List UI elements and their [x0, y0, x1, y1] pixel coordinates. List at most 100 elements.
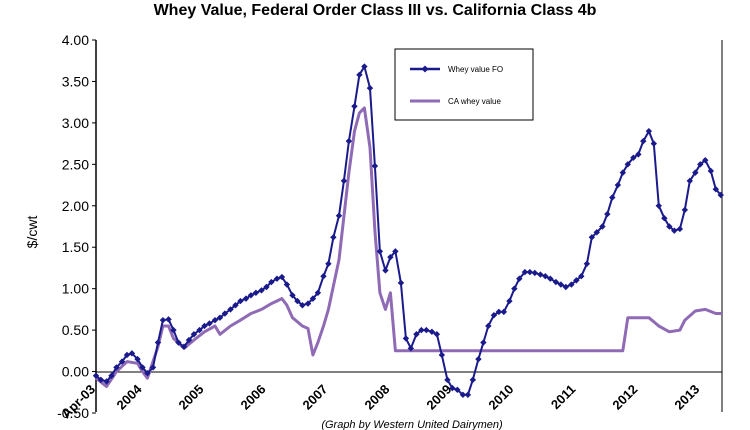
data-point-whey-fo: [206, 320, 213, 327]
chart-annotation: (Graph by Western United Dairymen): [321, 419, 503, 430]
data-point-whey-fo: [573, 277, 580, 284]
data-point-whey-fo: [325, 260, 332, 267]
x-tick-label: 2011: [548, 382, 579, 413]
y-tick-label: 2.50: [62, 156, 89, 172]
data-point-whey-fo: [283, 281, 291, 288]
data-point-whey-fo: [604, 210, 611, 218]
data-point-whey-fo: [392, 248, 399, 255]
data-point-whey-fo: [500, 308, 508, 316]
y-tick-label: 4.00: [62, 32, 89, 48]
data-point-whey-fo: [237, 297, 244, 305]
data-point-whey-fo: [593, 229, 600, 236]
legend-label-ca-whey: CA whey value: [448, 97, 501, 106]
data-point-whey-fo: [588, 234, 596, 241]
data-point-whey-fo: [382, 267, 389, 274]
data-point-whey-fo: [423, 326, 430, 334]
data-point-whey-fo: [542, 273, 549, 280]
data-point-whey-fo: [165, 316, 172, 323]
data-point-whey-fo: [320, 273, 327, 280]
data-point-whey-fo: [506, 297, 513, 305]
data-point-whey-fo: [154, 339, 162, 346]
x-tick-label: 2009: [423, 382, 454, 413]
data-point-whey-fo: [635, 151, 642, 158]
x-ticks: Apr-03 2004 2005 2006 2007 2008 2009 2010 2011 20…: [58, 381, 702, 421]
y-tick-label: 3.00: [62, 115, 89, 131]
data-point-whey-fo: [495, 308, 503, 316]
data-point-whey-fo: [413, 331, 420, 338]
data-point-whey-fo: [211, 316, 219, 324]
data-point-whey-fo: [247, 292, 255, 299]
data-point-whey-fo: [175, 339, 182, 346]
data-point-whey-fo: [123, 351, 131, 359]
data-point-whey-fo: [640, 137, 647, 145]
data-point-whey-fo: [139, 364, 146, 371]
data-point-whey-fo: [361, 63, 368, 70]
data-point-whey-fo: [314, 289, 322, 297]
data-point-whey-fo: [289, 292, 296, 299]
x-tick-label: 2005: [176, 382, 207, 413]
data-point-whey-fo: [366, 84, 374, 92]
x-tick-label: 2008: [361, 382, 392, 413]
data-point-whey-fo: [485, 322, 492, 330]
data-point-whey-fo: [490, 311, 498, 319]
data-point-whey-fo: [449, 384, 456, 392]
x-tick-label: 2004: [114, 381, 146, 413]
data-point-whey-fo: [242, 295, 250, 302]
data-point-whey-fo: [547, 275, 554, 282]
data-point-whey-fo: [464, 391, 472, 398]
y-tick-label: 1.50: [62, 239, 89, 255]
data-point-whey-fo: [263, 283, 270, 291]
data-point-whey-fo: [459, 391, 467, 398]
data-point-whey-fo: [268, 278, 275, 286]
data-point-whey-fo: [526, 268, 534, 276]
data-point-whey-fo: [650, 140, 658, 147]
data-point-whey-fo: [170, 326, 177, 334]
data-point-whey-fo: [681, 206, 689, 214]
data-point-whey-fo: [144, 370, 151, 377]
data-point-whey-fo: [113, 364, 120, 371]
data-point-whey-fo: [454, 386, 461, 393]
y-tick-label: 2.00: [62, 198, 89, 214]
data-point-whey-fo: [645, 127, 653, 135]
x-tick-label: 2013: [671, 382, 702, 413]
data-point-whey-fo: [552, 278, 560, 286]
data-point-whey-fo: [661, 215, 668, 222]
data-point-whey-fo: [278, 273, 286, 281]
data-point-whey-fo: [568, 281, 575, 288]
data-point-whey-fo: [614, 181, 622, 189]
data-point-whey-fo: [330, 234, 337, 241]
data-point-whey-fo: [227, 306, 234, 313]
data-point-whey-fo: [387, 253, 394, 261]
data-point-whey-fo: [304, 300, 312, 307]
data-point-whey-fo: [686, 177, 693, 185]
data-point-whey-fo: [418, 326, 425, 334]
data-point-whey-fo: [376, 248, 384, 255]
data-point-whey-fo: [655, 202, 662, 209]
data-point-whey-fo: [397, 279, 405, 287]
series-line-ca-whey: [95, 106, 722, 388]
data-point-whey-fo: [557, 281, 565, 288]
data-point-whey-fo: [299, 302, 306, 309]
data-point-whey-fo: [702, 156, 709, 164]
data-point-whey-fo: [273, 275, 281, 282]
data-point-whey-fo: [216, 314, 224, 321]
data-point-whey-fo: [103, 378, 110, 385]
data-point-whey-fo: [707, 167, 715, 175]
legend-box: [394, 48, 534, 121]
data-point-whey-fo: [221, 310, 229, 317]
data-point-whey-fo: [108, 372, 115, 379]
y-tick-label: 0.50: [62, 322, 89, 338]
legend: Whey value FO CA whey value: [394, 48, 534, 121]
data-point-whey-fo: [438, 351, 446, 359]
data-point-whey-fo: [159, 316, 167, 324]
data-point-whey-fo: [599, 223, 606, 230]
data-point-whey-fo: [258, 287, 265, 294]
data-point-whey-fo: [97, 376, 105, 384]
data-point-whey-fo: [666, 223, 673, 230]
data-point-whey-fo: [134, 355, 141, 363]
data-point-whey-fo: [619, 169, 627, 176]
data-point-whey-fo: [340, 177, 348, 185]
data-point-whey-fo: [402, 335, 410, 342]
data-point-whey-fo: [128, 350, 136, 357]
